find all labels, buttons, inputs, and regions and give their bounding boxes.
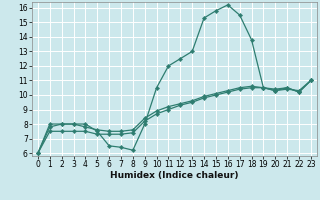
X-axis label: Humidex (Indice chaleur): Humidex (Indice chaleur): [110, 171, 239, 180]
